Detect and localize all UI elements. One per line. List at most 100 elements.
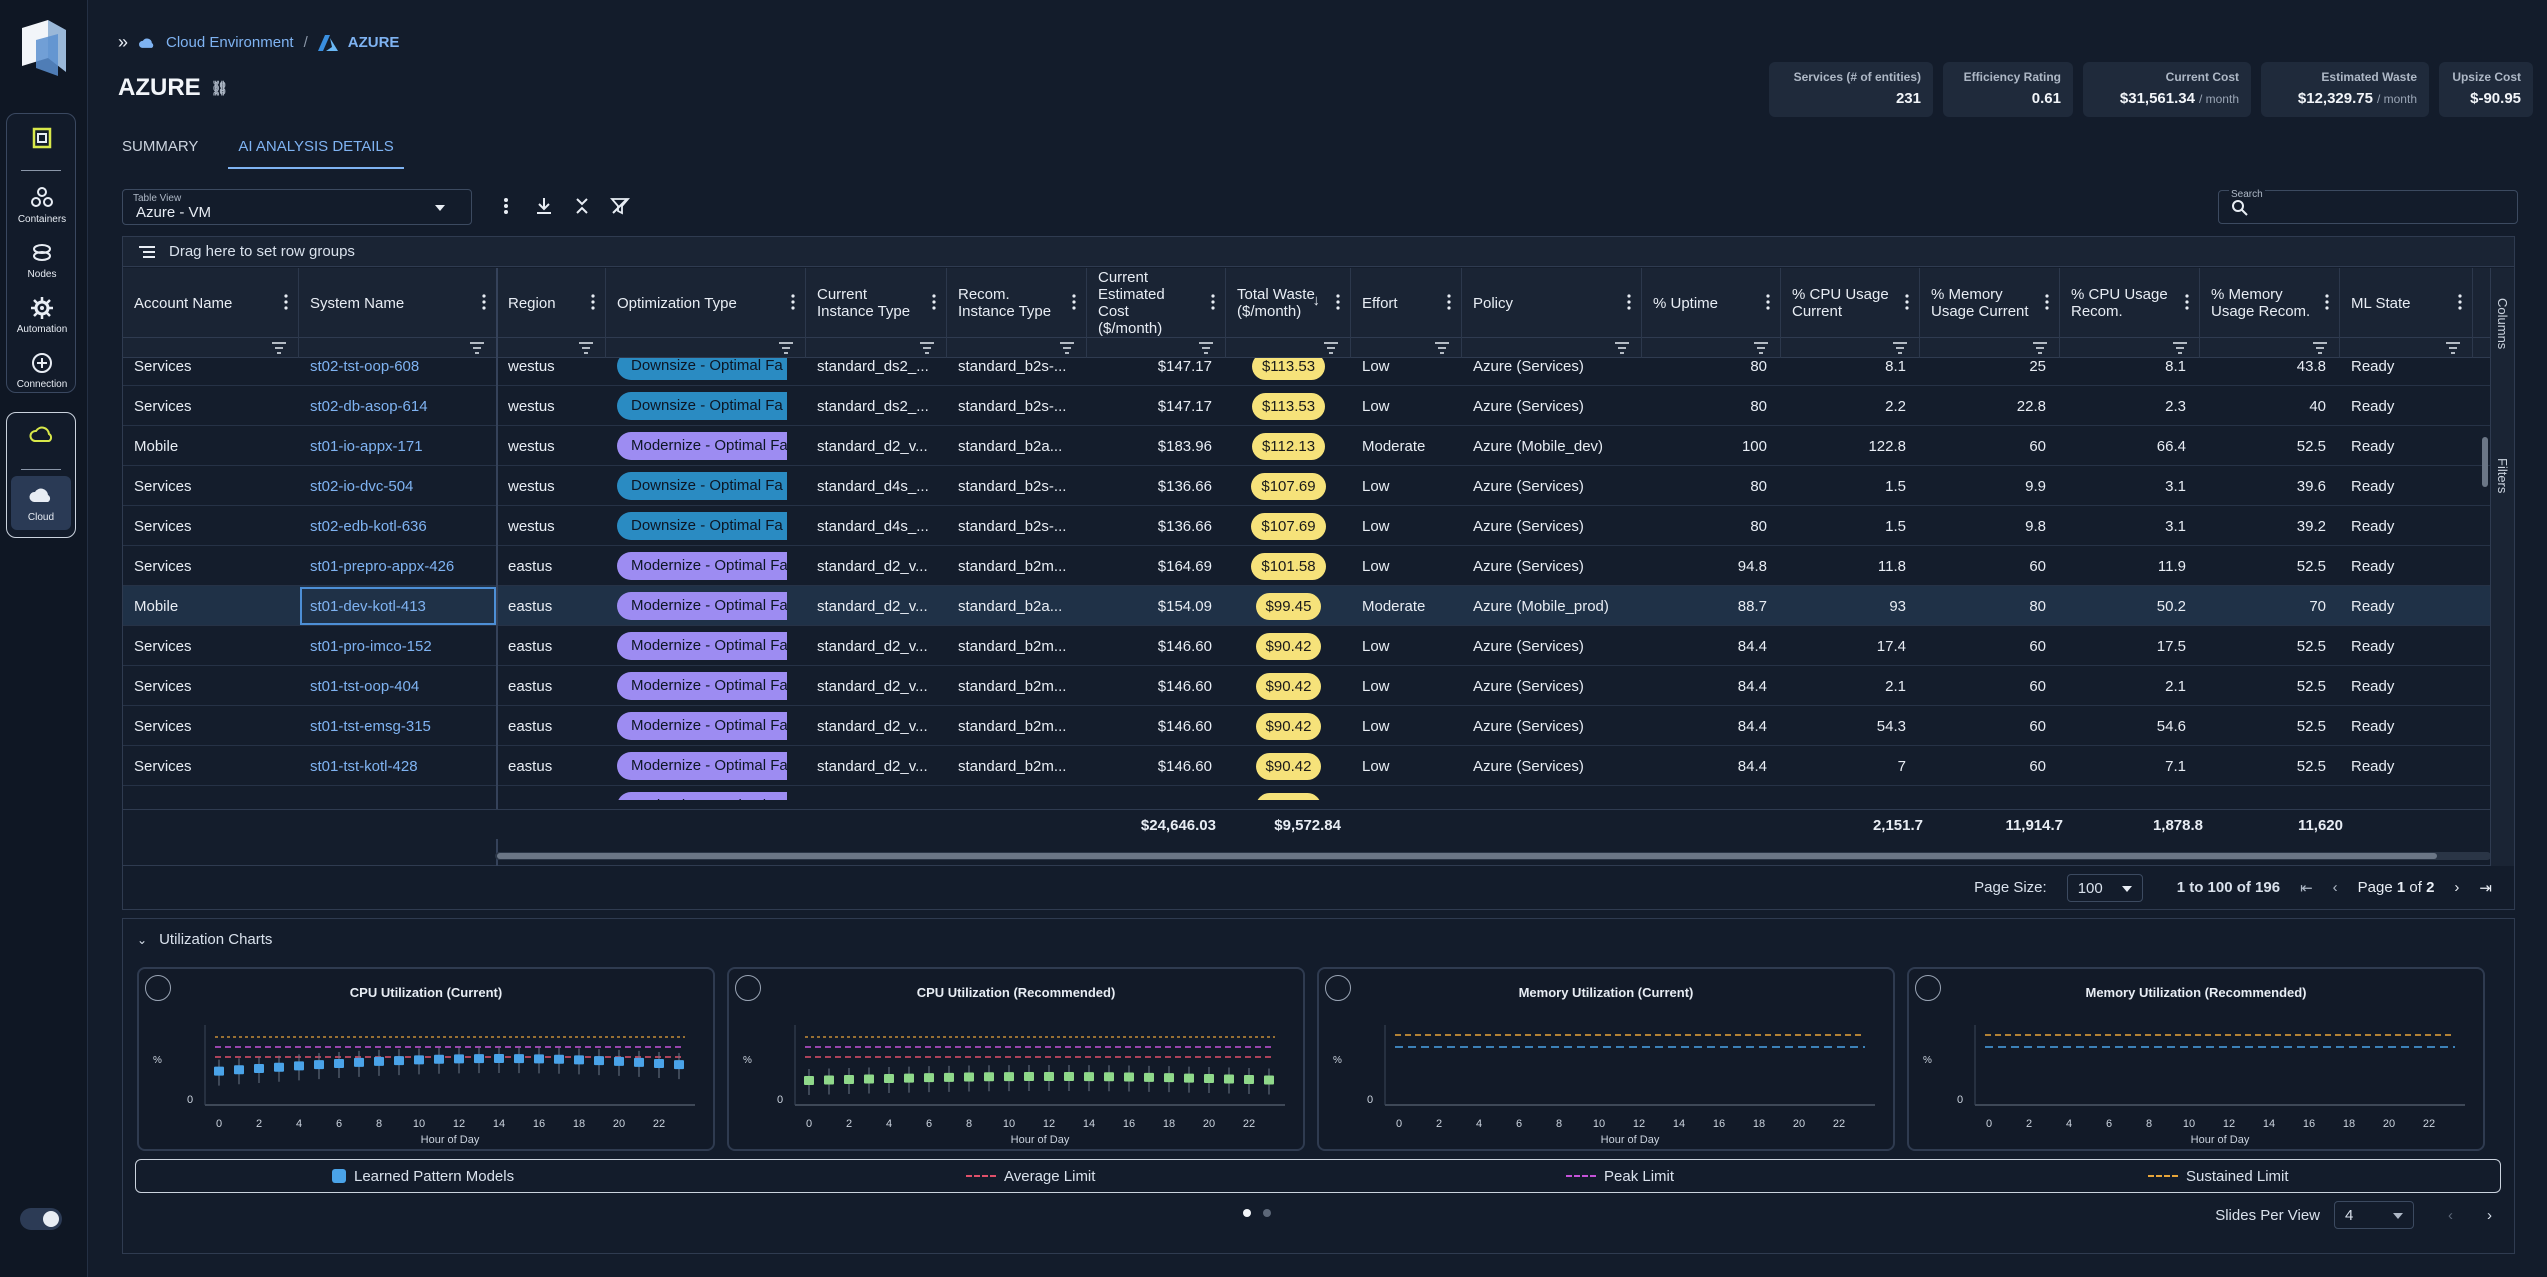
column-menu-icon[interactable] — [482, 294, 486, 310]
column-filter-region[interactable] — [497, 338, 606, 358]
column-menu-icon[interactable] — [1905, 294, 1909, 310]
table-row[interactable]: Services st01-io-appx-454 eastus Modernize … — [123, 786, 2491, 800]
next-page-icon[interactable]: › — [2454, 879, 2460, 896]
carousel-dot[interactable] — [1243, 1209, 1251, 1217]
chevron-down-icon[interactable]: ⌄ — [137, 932, 148, 947]
cell-system-name[interactable]: st02-edb-kotl-636 — [299, 506, 497, 546]
breadcrumb-cloud-environment[interactable]: Cloud Environment — [166, 34, 294, 51]
side-panel-columns[interactable]: Columns — [2495, 298, 2510, 350]
column-header-memory-usage-current[interactable]: % Memory Usage Current — [1920, 268, 2060, 338]
cell-system-name[interactable]: st01-tst-emsg-315 — [299, 706, 497, 746]
column-header-policy[interactable]: Policy — [1462, 268, 1642, 338]
column-filter-policy[interactable] — [1462, 338, 1642, 358]
column-filter-memory-usage-current[interactable] — [1920, 338, 2060, 358]
table-row[interactable]: Mobile st01-io-appx-171 westus Modernize - … — [123, 426, 2491, 466]
column-menu-icon[interactable] — [2458, 294, 2462, 310]
column-filter-system-name[interactable] — [299, 338, 497, 358]
column-filter-recom-instance-type[interactable] — [947, 338, 1087, 358]
cell-system-name[interactable]: st01-io-appx-454 — [299, 786, 497, 801]
cell-system-name[interactable]: st01-tst-kotl-428 — [299, 746, 497, 786]
table-row[interactable]: Services st02-tst-oop-608 westus Downsize -… — [123, 358, 2491, 386]
tab-summary[interactable]: SUMMARY — [122, 138, 199, 155]
cell-system-name[interactable]: st01-prepro-appx-426 — [299, 546, 497, 586]
column-menu-icon[interactable] — [791, 294, 795, 310]
expand-icon[interactable] — [1325, 975, 1351, 1001]
cell-system-name[interactable]: st02-io-dvc-504 — [299, 466, 497, 506]
column-header-optimization-type[interactable]: Optimization Type — [606, 268, 806, 338]
column-menu-icon[interactable] — [2045, 294, 2049, 310]
rail-item-containers[interactable]: Containers — [7, 177, 77, 232]
column-menu-icon[interactable] — [1072, 294, 1076, 310]
column-menu-icon[interactable] — [1336, 294, 1340, 310]
collapse-icon[interactable] — [572, 196, 592, 216]
carousel-prev-icon[interactable]: ‹ — [2448, 1206, 2453, 1224]
carousel-next-icon[interactable]: › — [2487, 1206, 2492, 1224]
column-header-effort[interactable]: Effort — [1351, 268, 1462, 338]
rail-item-cloud-switch[interactable] — [7, 413, 77, 463]
column-header-total-waste[interactable]: Total Waste ($/month) ↓ — [1226, 268, 1351, 338]
carousel-dot[interactable] — [1263, 1209, 1271, 1217]
more-vertical-icon[interactable] — [496, 196, 516, 216]
column-header-cpu-usage-current[interactable]: % CPU Usage Current — [1781, 268, 1920, 338]
column-filter-total-waste[interactable] — [1226, 338, 1351, 358]
column-menu-icon[interactable] — [932, 294, 936, 310]
sort-desc-icon[interactable]: ↓ — [1312, 292, 1321, 309]
column-filter-current-estimated-cost[interactable] — [1087, 338, 1226, 358]
charts-header[interactable]: ⌄ Utilization Charts — [137, 931, 272, 948]
expand-chevrons-icon[interactable]: » — [118, 32, 129, 52]
column-header-cpu-usage-recom[interactable]: % CPU Usage Recom. — [2060, 268, 2200, 338]
column-filter-account-name[interactable] — [123, 338, 299, 358]
table-row[interactable]: Services st02-db-asop-614 westus Downsize -… — [123, 386, 2491, 426]
slides-select[interactable]: 4 — [2334, 1201, 2414, 1229]
theme-toggle[interactable] — [20, 1208, 62, 1230]
table-row[interactable]: Services st02-io-dvc-504 westus Downsize - … — [123, 466, 2491, 506]
cell-system-name[interactable]: st01-pro-imco-152 — [299, 626, 497, 666]
side-panel-filters[interactable]: Filters — [2495, 458, 2510, 494]
column-menu-icon[interactable] — [1766, 294, 1770, 310]
cell-system-name[interactable]: st01-dev-kotl-413 — [299, 586, 497, 626]
column-menu-icon[interactable] — [1211, 294, 1215, 310]
column-menu-icon[interactable] — [2185, 294, 2189, 310]
link-icon[interactable]: ⛓ — [210, 79, 229, 96]
column-header-recom-instance-type[interactable]: Recom. Instance Type — [947, 268, 1087, 338]
table-row[interactable]: Mobile st01-dev-kotl-413 eastus Modernize -… — [123, 586, 2491, 626]
table-row[interactable]: Services st01-tst-oop-404 eastus Modernize … — [123, 666, 2491, 706]
column-menu-icon[interactable] — [2325, 294, 2329, 310]
column-menu-icon[interactable] — [1447, 294, 1451, 310]
horizontal-scrollbar[interactable] — [495, 852, 2491, 860]
column-menu-icon[interactable] — [1627, 294, 1631, 310]
prev-page-icon[interactable]: ‹ — [2332, 879, 2338, 896]
rail-item-cloud[interactable]: Cloud — [11, 476, 71, 530]
column-header-region[interactable]: Region — [497, 268, 606, 338]
clear-filter-icon[interactable] — [610, 196, 630, 216]
rail-item-nodes[interactable]: Nodes — [7, 232, 77, 287]
row-group-bar[interactable]: Drag here to set row groups — [123, 237, 2514, 267]
column-filter-uptime[interactable] — [1642, 338, 1781, 358]
table-row[interactable]: Services st02-edb-kotl-636 westus Downsize … — [123, 506, 2491, 546]
download-icon[interactable] — [534, 196, 554, 216]
column-filter-effort[interactable] — [1351, 338, 1462, 358]
app-logo[interactable] — [18, 18, 70, 78]
rail-item-home[interactable] — [7, 114, 77, 164]
column-menu-icon[interactable] — [591, 294, 595, 310]
column-header-current-instance-type[interactable]: Current Instance Type — [806, 268, 947, 338]
search-input[interactable]: Search — [2218, 189, 2518, 224]
cell-system-name[interactable]: st02-tst-oop-608 — [299, 358, 497, 386]
table-view-select[interactable]: Table View Azure - VM — [122, 189, 472, 225]
column-menu-icon[interactable] — [284, 294, 288, 310]
column-header-ml-state[interactable]: ML State — [2340, 268, 2473, 338]
vertical-scrollbar[interactable] — [2482, 437, 2488, 487]
cell-system-name[interactable]: st01-io-appx-171 — [299, 426, 497, 466]
cell-system-name[interactable]: st01-tst-oop-404 — [299, 666, 497, 706]
column-header-system-name[interactable]: System Name — [299, 268, 497, 338]
rail-item-automation[interactable]: Automation — [7, 287, 77, 342]
column-header-current-estimated-cost[interactable]: Current Estimated Cost ($/month) — [1087, 268, 1226, 338]
column-header-account-name[interactable]: Account Name — [123, 268, 299, 338]
table-row[interactable]: Services st01-pro-imco-152 eastus Modernize… — [123, 626, 2491, 666]
expand-icon[interactable] — [1915, 975, 1941, 1001]
column-filter-ml-state[interactable] — [2340, 338, 2473, 358]
column-filter-cpu-usage-current[interactable] — [1781, 338, 1920, 358]
expand-icon[interactable] — [145, 975, 171, 1001]
cell-system-name[interactable]: st02-db-asop-614 — [299, 386, 497, 426]
table-row[interactable]: Services st01-tst-kotl-428 eastus Modernize… — [123, 746, 2491, 786]
